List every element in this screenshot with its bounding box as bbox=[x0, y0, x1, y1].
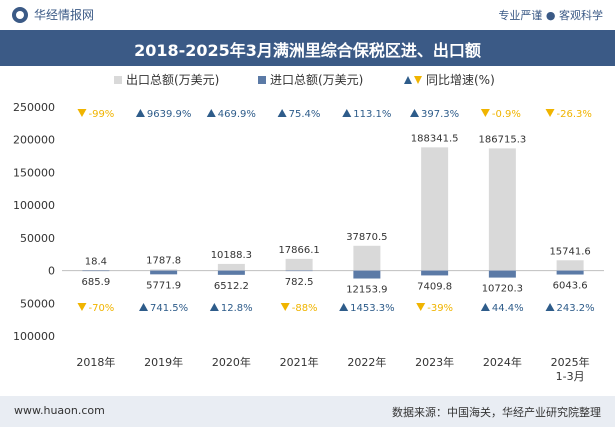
y-tick-label: 50000 bbox=[20, 232, 55, 245]
export-bar bbox=[353, 245, 381, 271]
import-value-label: 5771.9 bbox=[146, 280, 181, 291]
export-growth-label: 113.1% bbox=[353, 109, 391, 120]
x-tick-label: 2018年 bbox=[76, 355, 115, 369]
tagline: 专业严谨 ● 客观科学 bbox=[498, 9, 603, 22]
import-value-label: 10720.3 bbox=[482, 284, 523, 295]
x-tick-label: 2022年 bbox=[347, 355, 386, 369]
footer-source: 数据来源：中国海关，华经产业研究院整理 bbox=[392, 406, 601, 419]
export-growth-label: -26.3% bbox=[557, 109, 592, 120]
import-growth-label: -88% bbox=[292, 303, 318, 314]
y-tick-label: 50000 bbox=[20, 297, 55, 310]
import-bar bbox=[488, 270, 516, 278]
x-tick-label-line2: 1-3月 bbox=[556, 370, 585, 383]
import-value-label: 782.5 bbox=[285, 277, 314, 288]
legend-export-swatch bbox=[114, 76, 122, 84]
x-tick-label: 2020年 bbox=[212, 355, 251, 369]
export-growth-up-icon bbox=[206, 109, 216, 117]
legend-import-label: 进口总额(万美元) bbox=[270, 73, 363, 87]
import-value-label: 6512.2 bbox=[214, 281, 249, 292]
export-value-label: 188341.5 bbox=[411, 133, 459, 144]
import-growth-down-icon bbox=[416, 303, 426, 311]
import-growth-up-icon bbox=[480, 303, 490, 311]
brand: 华经情报网 bbox=[12, 6, 94, 23]
legend-export-label: 出口总额(万美元) bbox=[126, 73, 219, 87]
import-growth-up-icon bbox=[209, 303, 219, 311]
y-tick-label: 200000 bbox=[13, 134, 55, 147]
x-tick-label: 2023年 bbox=[415, 355, 454, 369]
export-value-label: 1787.8 bbox=[146, 255, 181, 266]
export-growth-label: 469.9% bbox=[218, 109, 256, 120]
import-growth-up-icon bbox=[339, 303, 349, 311]
footer: www.huaon.com 数据来源：中国海关，华经产业研究院整理 bbox=[0, 396, 615, 427]
export-value-label: 17866.1 bbox=[278, 245, 319, 256]
import-value-label: 12153.9 bbox=[346, 285, 387, 296]
import-growth-up-icon bbox=[139, 303, 149, 311]
export-growth-up-icon bbox=[277, 109, 287, 117]
x-tick-label: 2019年 bbox=[144, 355, 183, 369]
legend-growth-down-icon bbox=[414, 76, 422, 84]
chart-title: 2018-2025年3月满洲里综合保税区进、出口额 bbox=[134, 41, 481, 60]
y-tick-label: 100000 bbox=[13, 199, 55, 212]
import-bar bbox=[421, 270, 449, 276]
legend-growth-up-icon bbox=[404, 76, 412, 84]
import-growth-label: 44.4% bbox=[492, 303, 524, 314]
export-value-label: 186715.3 bbox=[479, 134, 527, 145]
import-value-label: 7409.8 bbox=[417, 281, 452, 292]
chart: 出口总额(万美元) 进口总额(万美元) 同比增速(%) 250000 200000 150… bbox=[13, 73, 604, 383]
export-value-label: 15741.6 bbox=[549, 246, 590, 257]
import-bar bbox=[556, 270, 584, 275]
import-bar bbox=[82, 270, 110, 272]
export-value-label: 37870.5 bbox=[346, 232, 387, 243]
brand-logo-icon bbox=[12, 6, 28, 23]
export-growth-label: -99% bbox=[88, 109, 114, 120]
import-growth-up-icon bbox=[545, 303, 555, 311]
export-growth-down-icon bbox=[545, 109, 555, 117]
import-growth-label: 243.2% bbox=[557, 303, 595, 314]
x-tick-label: 2024年 bbox=[483, 355, 522, 369]
y-tick-label: 250000 bbox=[13, 101, 55, 114]
import-bar bbox=[217, 270, 245, 275]
top-bar: 华经情报网 专业严谨 ● 客观科学 bbox=[0, 0, 615, 30]
export-growth-up-icon bbox=[410, 109, 420, 117]
export-growth-up-icon bbox=[342, 109, 352, 117]
import-growth-label: -70% bbox=[88, 303, 114, 314]
import-growth-label: 1453.3% bbox=[350, 303, 395, 314]
import-growth-down-icon bbox=[77, 303, 87, 311]
export-bar bbox=[421, 147, 449, 271]
import-growth-label: 741.5% bbox=[150, 303, 188, 314]
import-growth-label: 12.8% bbox=[221, 303, 253, 314]
legend-growth-label: 同比增速(%) bbox=[426, 73, 495, 87]
export-value-label: 10188.3 bbox=[211, 250, 252, 261]
export-bar bbox=[488, 148, 516, 271]
export-growth-down-icon bbox=[480, 109, 490, 117]
import-bar bbox=[150, 270, 178, 275]
export-growth-label: -0.9% bbox=[492, 109, 521, 120]
legend-import-swatch bbox=[258, 76, 266, 84]
export-value-label: 18.4 bbox=[85, 257, 107, 268]
export-growth-up-icon bbox=[135, 109, 145, 117]
x-tick-label: 2025年 bbox=[551, 355, 590, 369]
export-bar bbox=[150, 269, 178, 271]
import-value-label: 685.9 bbox=[82, 277, 111, 288]
export-growth-label: 9639.9% bbox=[147, 109, 192, 120]
import-bar bbox=[353, 270, 381, 279]
export-bar bbox=[556, 260, 584, 271]
import-bar bbox=[285, 270, 313, 272]
import-value-label: 6043.6 bbox=[553, 281, 588, 292]
x-tick-label: 2021年 bbox=[280, 355, 319, 369]
y-tick-label: 0 bbox=[48, 265, 55, 278]
import-growth-label: -39% bbox=[427, 303, 453, 314]
y-tick-label: 100000 bbox=[13, 330, 55, 343]
brand-name: 华经情报网 bbox=[34, 8, 95, 22]
title-bar: 2018-2025年3月满洲里综合保税区进、出口额 bbox=[0, 30, 615, 66]
export-growth-label: 75.4% bbox=[289, 109, 321, 120]
footer-website: www.huaon.com bbox=[14, 404, 105, 417]
export-bar bbox=[217, 263, 245, 271]
export-bar bbox=[285, 258, 313, 271]
import-growth-down-icon bbox=[280, 303, 290, 311]
export-growth-down-icon bbox=[77, 109, 87, 117]
y-tick-label: 150000 bbox=[13, 166, 55, 179]
export-growth-label: 397.3% bbox=[421, 109, 459, 120]
